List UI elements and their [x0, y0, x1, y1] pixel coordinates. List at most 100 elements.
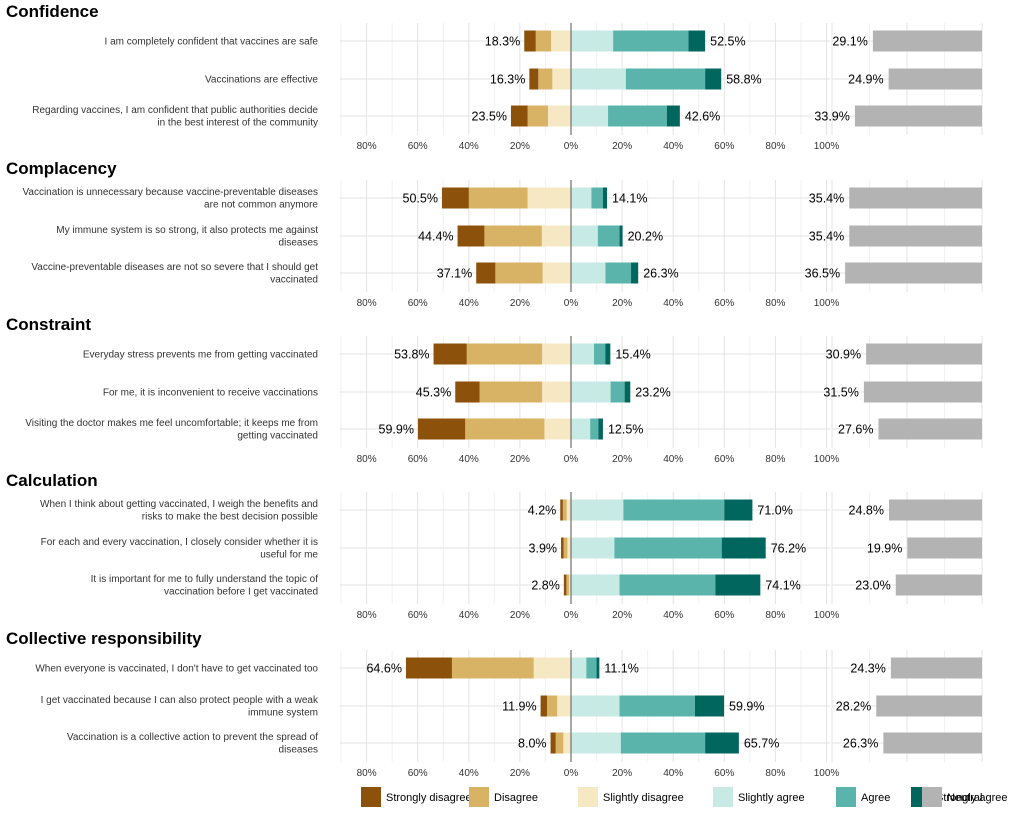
- x-tick-label: 60%: [714, 454, 734, 465]
- bar-sa: [596, 657, 600, 679]
- bar-sa: [598, 418, 603, 440]
- x-tick-label: 60%: [714, 768, 734, 779]
- neutral-percent-label: 23.0%: [855, 579, 890, 593]
- bar-sa: [688, 30, 706, 52]
- x-tick-label: 40%: [459, 610, 479, 621]
- bar-sld: [544, 418, 571, 440]
- neutral-percent-label: 30.9%: [826, 348, 861, 362]
- bar-sa: [602, 187, 608, 209]
- item-label: are not common anymore: [204, 200, 318, 211]
- neutral-percent-label: 24.9%: [848, 73, 883, 87]
- x-tick-label: 60%: [714, 610, 734, 621]
- x-tick-label: 80%: [357, 610, 377, 621]
- x-tick-label: 40%: [663, 141, 683, 152]
- bar-sa: [666, 105, 680, 127]
- neutral-percent-label: 35.4%: [809, 230, 844, 244]
- legend-label-sa: Strongly agree: [936, 792, 1008, 804]
- bar-neutral: [895, 574, 982, 596]
- legend-label-a: Agree: [861, 792, 890, 804]
- panel-2: Constraint Everyday stress prevents me fr…: [6, 315, 983, 465]
- bar-sld: [527, 187, 571, 209]
- bar-a: [586, 657, 597, 679]
- x-tick-label: 60%: [408, 610, 428, 621]
- legend-label-sld: Slightly disagree: [603, 792, 684, 804]
- item-label: For me, it is inconvenient to receive va…: [103, 388, 318, 399]
- disagree-percent-label: 59.9%: [379, 423, 414, 437]
- legend-swatch-d: [469, 787, 489, 807]
- bar-d: [468, 187, 528, 209]
- bar-sla: [571, 574, 620, 596]
- item-label: Vaccination is unnecessary because vacci…: [22, 187, 318, 198]
- bar-d: [451, 657, 534, 679]
- x-tick-label: 20%: [510, 768, 530, 779]
- item-label: When everyone is vaccinated, I don't hav…: [35, 664, 318, 675]
- x-tick-label: 60%: [408, 298, 428, 309]
- bar-sa: [624, 381, 631, 403]
- bar-sa: [619, 225, 623, 247]
- panel-title: Confidence: [6, 2, 99, 21]
- bar-a: [619, 574, 716, 596]
- item-label: risks to make the best decision possible: [142, 512, 319, 523]
- bar-a: [620, 732, 706, 754]
- bar-sld: [563, 732, 571, 754]
- x-tick-label: 80%: [357, 298, 377, 309]
- x-tick-label: 60%: [714, 141, 734, 152]
- bar-neutral: [883, 732, 982, 754]
- disagree-percent-label: 3.9%: [529, 542, 558, 556]
- x-tick-label: 20%: [510, 610, 530, 621]
- bar-neutral: [888, 68, 982, 90]
- bar-sa: [724, 499, 753, 521]
- disagree-percent-label: 4.2%: [528, 504, 557, 518]
- bar-sld: [566, 499, 571, 521]
- panel-title: Complacency: [6, 159, 117, 178]
- x-tick-label: 0%: [564, 768, 579, 779]
- legend-swatch-sld: [578, 787, 598, 807]
- neutral-percent-label: 28.2%: [836, 700, 871, 714]
- legend-label-n: Neutral: [947, 792, 982, 804]
- bar-sd: [563, 574, 567, 596]
- bar-sld: [551, 30, 571, 52]
- bar-neutral: [878, 418, 982, 440]
- x-tick-label: 20%: [510, 298, 530, 309]
- bar-d: [563, 537, 568, 559]
- x-tick-label: 0%: [564, 141, 579, 152]
- agree-percent-label: 65.7%: [744, 737, 779, 751]
- item-label: My immune system is so strong, it also p…: [56, 225, 318, 236]
- agree-percent-label: 74.1%: [765, 579, 800, 593]
- bar-neutral: [907, 537, 982, 559]
- x-tick-label: 80%: [765, 768, 785, 779]
- x-tick-label: 40%: [663, 298, 683, 309]
- x-tick-label: 80%: [765, 610, 785, 621]
- bar-sd: [560, 499, 563, 521]
- x-tick-label: 0%: [564, 454, 579, 465]
- bar-d: [479, 381, 543, 403]
- x-tick-label: 40%: [459, 454, 479, 465]
- bar-a: [597, 225, 620, 247]
- item-label: I am completely confident that vaccines …: [105, 37, 319, 48]
- bar-d: [535, 30, 552, 52]
- bar-sla: [571, 30, 614, 52]
- x-tick-label: 80%: [765, 454, 785, 465]
- x-tick-label: 80%: [765, 141, 785, 152]
- x-tick-label: 100%: [814, 610, 840, 621]
- item-label: in the best interest of the community: [157, 118, 318, 129]
- bar-sla: [571, 657, 587, 679]
- bar-sla: [571, 418, 591, 440]
- bar-sla: [571, 343, 594, 365]
- bar-sd: [441, 187, 469, 209]
- item-label: diseases: [279, 745, 318, 756]
- x-tick-label: 40%: [459, 141, 479, 152]
- bar-neutral: [863, 381, 982, 403]
- disagree-percent-label: 53.8%: [394, 348, 429, 362]
- x-tick-label: 60%: [408, 141, 428, 152]
- bar-sld: [533, 657, 571, 679]
- item-label: Vaccinations are effective: [205, 75, 318, 86]
- neutral-percent-label: 26.3%: [843, 737, 878, 751]
- disagree-percent-label: 11.9%: [502, 700, 537, 714]
- bar-d: [465, 418, 545, 440]
- x-tick-label: 100%: [814, 768, 840, 779]
- bar-d: [566, 574, 569, 596]
- item-label: vaccinated: [270, 275, 318, 286]
- bar-neutral: [849, 225, 982, 247]
